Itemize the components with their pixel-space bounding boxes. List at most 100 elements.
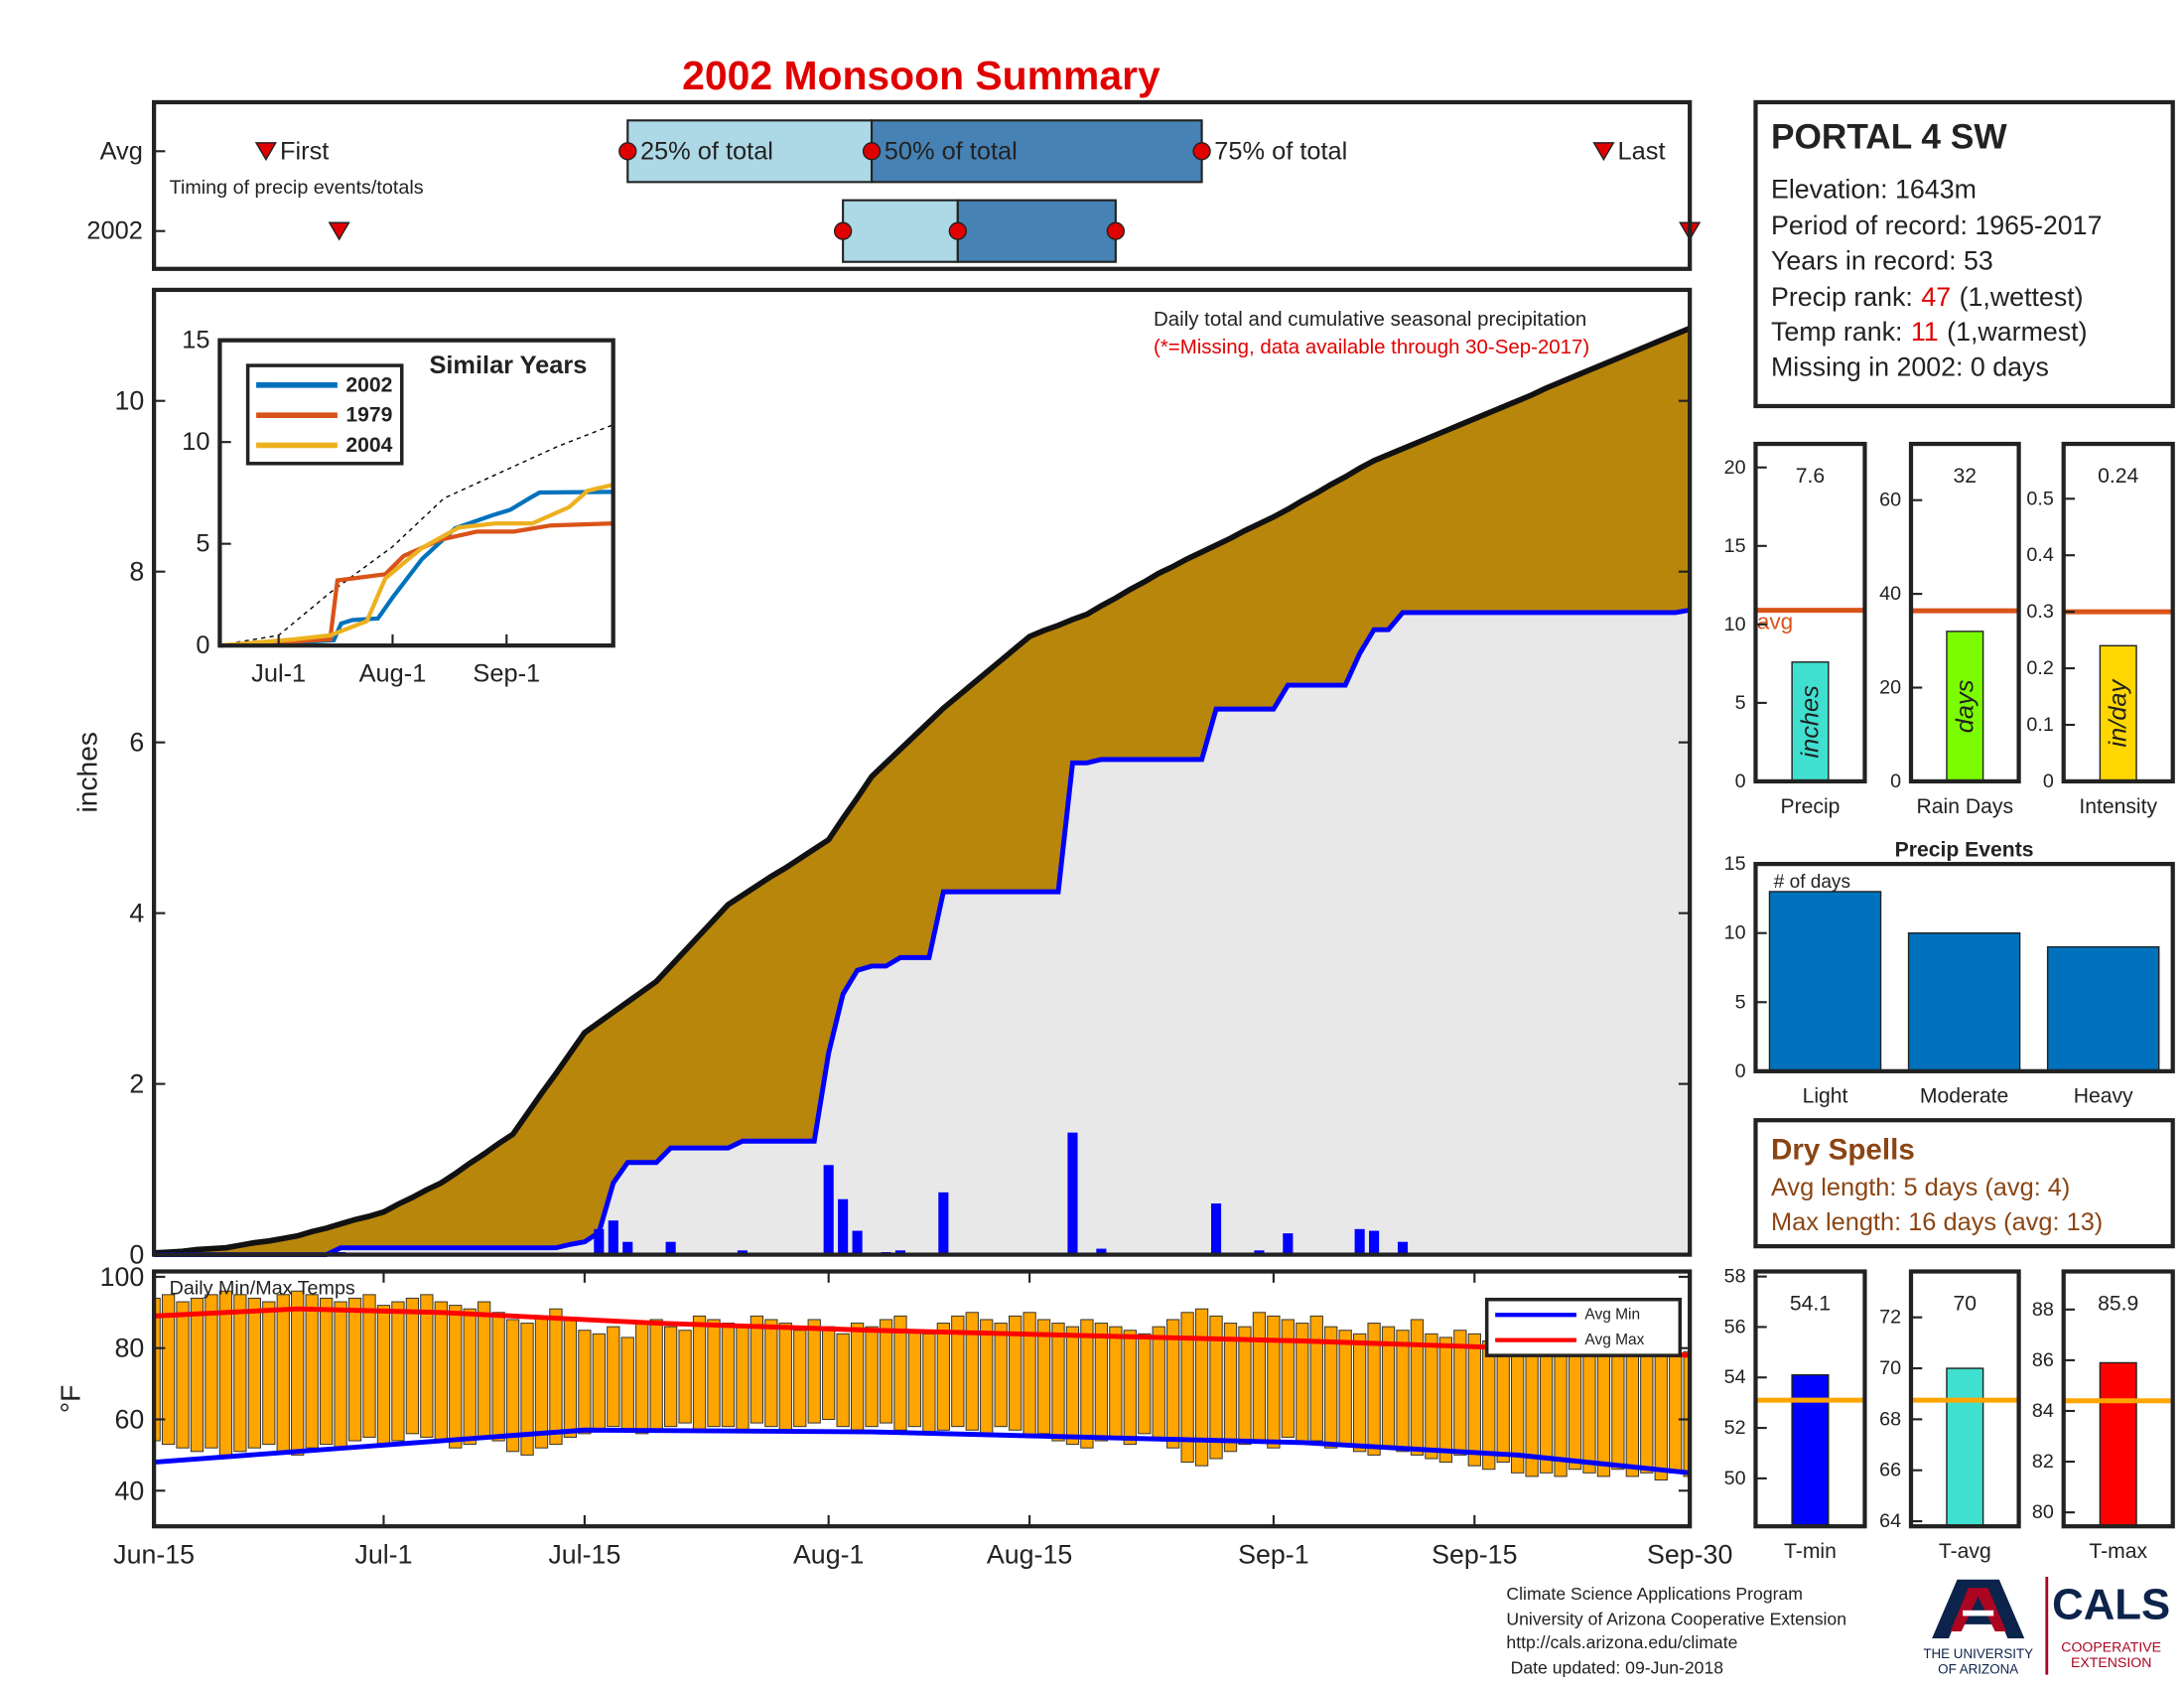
temp-range-bar [736,1326,750,1431]
cumulative-area [154,610,1691,1255]
category-label: Light [1803,1085,1848,1108]
temp-range-bar [291,1290,305,1456]
daily-bar [1354,1228,1365,1255]
temp-range-bar [879,1319,893,1424]
temp-rank-label: Temp rank: [1771,317,1902,347]
event-marker [328,221,350,241]
temp-range-bar [1568,1340,1582,1471]
temp-range-bar [1611,1347,1625,1471]
category-label: Moderate [1920,1085,2008,1108]
value-label: 70 [1954,1292,1978,1315]
plot-frame [1753,1269,1867,1529]
temp-range-bar [678,1330,692,1424]
temp-range-bar [980,1319,994,1435]
station-elevation: Elevation: 1643m [1771,174,1977,204]
temp-range-bar [491,1312,505,1442]
percent-marker [618,142,637,161]
daily-bar [852,1230,863,1255]
temp-range-bar [420,1294,434,1438]
y-tick-label: 70 [1879,1357,1901,1379]
temp-range-bar [478,1301,491,1438]
temp-range-bar [721,1323,736,1428]
precip-rank: Precip rank: 47 (1,wettest) [1771,282,2084,312]
plot-frame [1908,1269,2021,1529]
quartile-box [870,119,1203,184]
legend-label: Avg Max [1584,1332,1644,1348]
x-tick-label: Sep-1 [473,659,540,687]
daily-bar [823,1165,834,1255]
temp-range-bar [262,1301,276,1446]
y-tick-label: 0.2 [2026,657,2053,679]
dry-spells-max: Max length: 16 days (avg: 13) [1771,1208,2103,1236]
temp-range-bar [1080,1319,1094,1449]
marker-label: First [280,137,329,165]
temp-range-bar [850,1323,865,1431]
footer-line: http://cals.arizona.edu/climate [1506,1632,1737,1652]
daily-bar [737,1250,748,1255]
plot-frame [2061,441,2175,784]
value-label: 85.9 [2098,1292,2138,1315]
y-tick-label: 0 [1890,771,1901,792]
daily-bar [1369,1230,1380,1255]
plot-frame [2061,1269,2175,1529]
temp-range-bar [1654,1347,1668,1481]
y-tick-label: 10 [182,428,209,456]
plot-frame [152,287,1693,1257]
temp-range-bar [1223,1323,1238,1453]
y-tick-label: 50 [1724,1468,1746,1489]
temp-range-bar [319,1297,334,1446]
daily-bar [1254,1250,1265,1255]
percent-marker [1192,142,1211,161]
temp-range-bar [1209,1315,1223,1460]
y-tick-label: 100 [100,1262,145,1292]
temp-range-bar [563,1319,578,1438]
bar [1946,631,1984,782]
footer-line: University of Arizona Cooperative Extens… [1506,1609,1846,1628]
temp-range-bar [1267,1315,1281,1449]
panel-annotation: # of days [1774,872,1850,893]
quartile-box [956,199,1117,263]
series-line [219,521,614,648]
temp-range-bar [620,1336,634,1431]
y-tick-label: 2 [129,1069,144,1099]
station-name: PORTAL 4 SW [1771,118,2007,157]
temp-range-bar [1539,1350,1554,1474]
temp-range-bar [218,1290,233,1456]
dry-spells-avg: Avg length: 5 days (avg: 4) [1771,1174,2070,1201]
daily-bar [1397,1241,1409,1255]
daily-bar [594,1228,605,1255]
plot-frame [152,99,1693,271]
footer-line: Climate Science Applications Program [1506,1584,1803,1604]
temp-range-bar [305,1294,319,1449]
bar [1768,891,1882,1072]
temp-range-bar [893,1315,907,1431]
temp-range-bar [707,1319,721,1428]
y-tick-label: 6 [129,728,144,758]
temp-range-bar [1625,1350,1639,1477]
temp-range-bar [1138,1333,1152,1435]
event-marker [254,142,278,162]
temp-rank: Temp rank: 11 (1,warmest) [1771,317,2088,347]
temp-range-bar [922,1333,936,1435]
event-marker [1592,142,1615,162]
y-tick-label: 5 [1735,692,1746,714]
temp-range-bar [1281,1319,1295,1438]
y-tick-label: 0 [196,632,209,659]
temp-range-bar [649,1319,663,1431]
daily-bar [894,1250,906,1255]
legend-box [1484,1297,1683,1357]
y-tick-label: 40 [1879,583,1901,605]
average-cumulative-line [153,326,1692,1256]
footer-line: Date updated: 09-Jun-2018 [1511,1658,1724,1678]
y-tick-label: 0.3 [2026,601,2053,623]
temp-range-bar [247,1297,261,1449]
precip-note: (*=Missing, data available through 30-Se… [1154,336,1589,358]
bar [2099,1361,2137,1527]
y-tick-label: 60 [114,1404,144,1434]
temp-range-bar [334,1301,347,1449]
x-tick-label: Aug-1 [793,1539,864,1569]
y-tick-label: 88 [2032,1299,2054,1321]
marker-label: Last [1618,137,1666,165]
dry-spells-box [1753,1118,2175,1249]
temp-rank-note: (1,warmest) [1947,317,2087,347]
